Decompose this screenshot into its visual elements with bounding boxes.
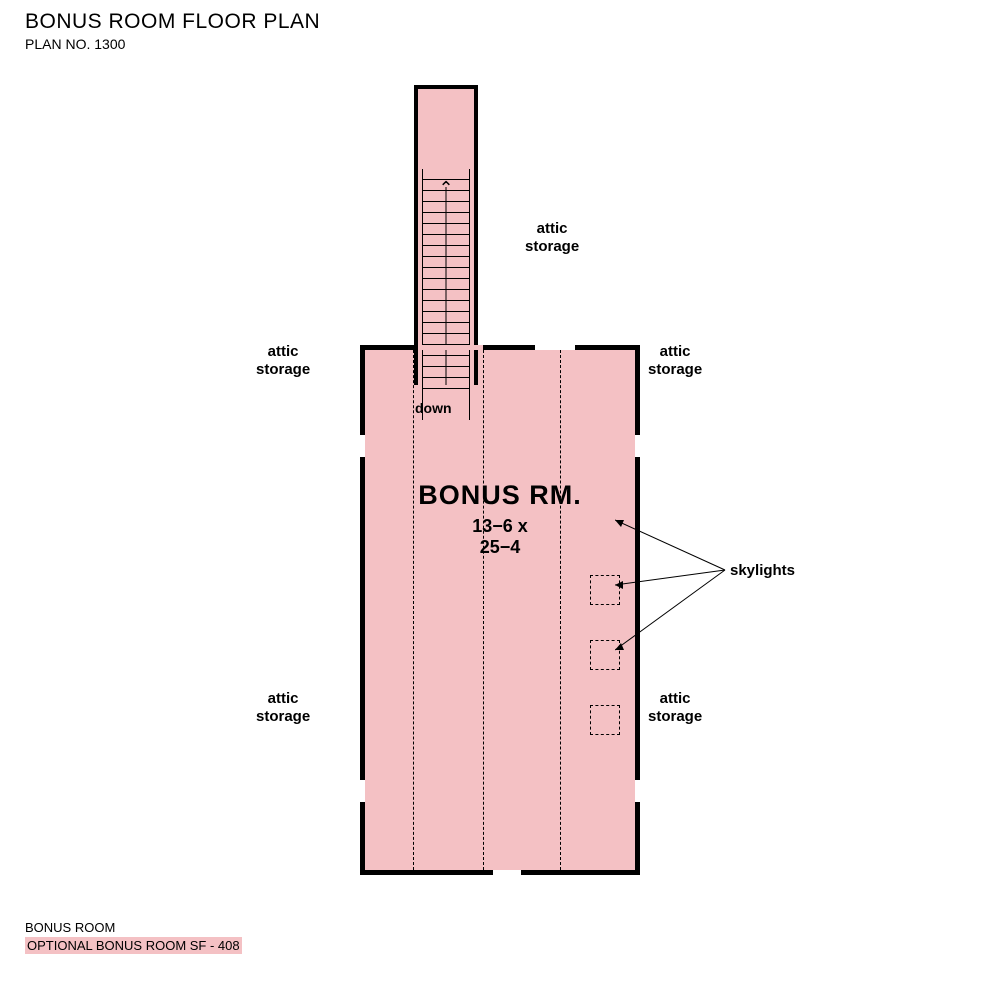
window [360, 780, 365, 802]
stairwell: ⌃ [414, 85, 478, 385]
stairwell-opening [419, 345, 483, 350]
skylight [590, 705, 620, 735]
stair-rail [469, 169, 470, 420]
stair-direction-line [446, 187, 447, 385]
attic-storage-label: attic storage [648, 343, 702, 379]
window [360, 435, 365, 457]
window [635, 435, 640, 457]
room-name: BONUS RM. [365, 480, 635, 511]
window [635, 780, 640, 802]
attic-storage-label: attic storage [648, 690, 702, 726]
ceiling-line [560, 350, 561, 870]
room-label: BONUS RM. 13−6 x 25−4 [365, 480, 635, 558]
header: BONUS ROOM FLOOR PLAN PLAN NO. 1300 [25, 10, 320, 52]
legend: BONUS ROOM OPTIONAL BONUS ROOM SF - 408 [25, 920, 242, 955]
floor-plan: ⌃ down BONUS RM. 13−6 x 25−4 [340, 85, 660, 885]
stair-rail [422, 169, 423, 420]
page-title: BONUS ROOM FLOOR PLAN [25, 10, 320, 34]
door-top [535, 345, 575, 350]
ceiling-line [483, 350, 484, 870]
ceiling-line [413, 350, 414, 870]
attic-storage-label: attic storage [256, 343, 310, 379]
attic-storage-label: attic storage [256, 690, 310, 726]
stair-direction-label: down [415, 400, 452, 416]
plan-number: PLAN NO. 1300 [25, 36, 320, 52]
room-dimensions: 13−6 x 25−4 [365, 516, 635, 558]
bonus-room: down BONUS RM. 13−6 x 25−4 [360, 345, 640, 875]
legend-bonus-sf: OPTIONAL BONUS ROOM SF - 408 [25, 937, 242, 954]
legend-title: BONUS ROOM [25, 920, 242, 935]
skylights-label: skylights [730, 562, 795, 579]
callout-arrows [615, 490, 735, 680]
up-arrow-icon: ⌃ [438, 179, 453, 197]
door-bottom [493, 870, 521, 875]
attic-storage-label: attic storage [525, 220, 579, 256]
